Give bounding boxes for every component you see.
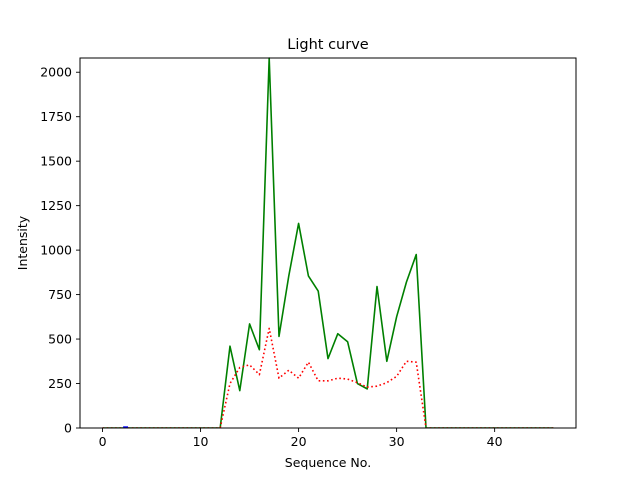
chart-title: Light curve <box>287 37 369 53</box>
y-tick-label: 1250 <box>40 198 72 213</box>
series-line-0 <box>102 57 554 428</box>
x-tick-label: 10 <box>193 434 209 449</box>
x-tick-label: 0 <box>99 434 107 449</box>
y-tick-label: 2000 <box>40 65 72 80</box>
x-tick-label: 30 <box>389 434 405 449</box>
x-tick-label: 40 <box>487 434 503 449</box>
y-axis-label: Intensity <box>15 215 30 270</box>
series-line-1 <box>102 327 554 428</box>
y-tick-label: 0 <box>64 421 72 436</box>
y-tick-label: 750 <box>48 287 72 302</box>
y-tick-label: 1500 <box>40 154 72 169</box>
axes-frame <box>79 57 577 429</box>
x-axis-label: Sequence No. <box>285 455 371 470</box>
y-tick-label: 500 <box>48 332 72 347</box>
axis-ticks: 0 10 20 30 40 0 250 500 750 1000 1250 1500 1750 2000 <box>40 65 502 449</box>
y-tick-label: 1750 <box>40 109 72 124</box>
x-tick-label: 20 <box>291 434 307 449</box>
plot-area <box>102 57 554 428</box>
y-tick-label: 1000 <box>40 243 72 258</box>
y-tick-label: 250 <box>48 376 72 391</box>
